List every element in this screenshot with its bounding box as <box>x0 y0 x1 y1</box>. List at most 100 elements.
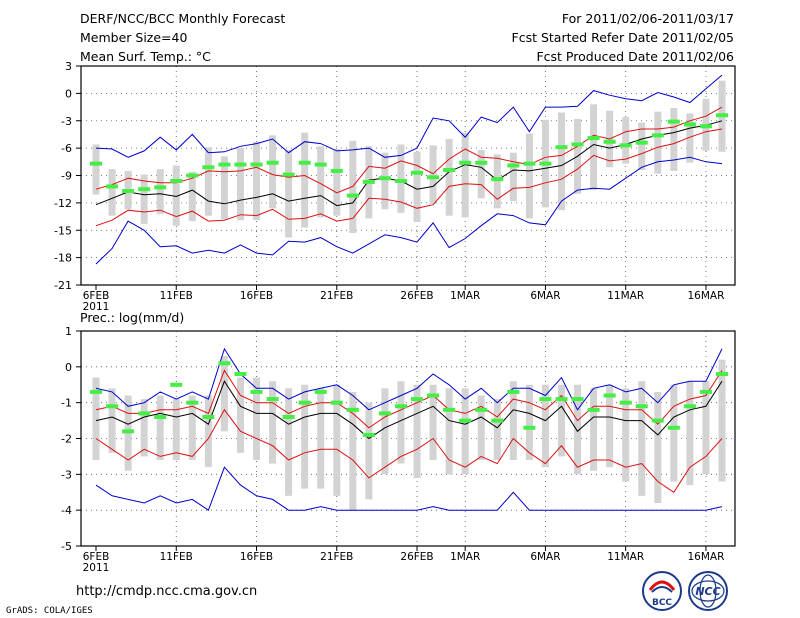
observation-marker <box>378 411 391 416</box>
spread-box <box>413 384 421 478</box>
spread-box <box>333 384 341 496</box>
spread-box <box>718 359 726 482</box>
observation-marker <box>394 178 407 183</box>
observation-marker <box>138 187 151 192</box>
observation-marker <box>443 168 456 173</box>
spread-box <box>140 399 148 457</box>
observation-marker <box>202 165 215 170</box>
spread-box <box>622 388 630 482</box>
x-tick-label: 16MAR <box>687 551 724 563</box>
spread-box <box>429 145 437 204</box>
x-tick-label: 21FEB <box>320 551 353 563</box>
observation-marker <box>250 389 263 394</box>
ensemble-mean-line <box>95 380 723 440</box>
y-tick-label: -18 <box>54 252 72 265</box>
observation-marker <box>378 176 391 181</box>
observation-marker <box>362 179 375 184</box>
observation-marker <box>699 124 712 129</box>
observation-marker <box>443 407 456 412</box>
spread-box <box>381 152 389 210</box>
observation-marker <box>346 193 359 198</box>
spread-box <box>638 381 646 496</box>
observation-marker <box>539 161 552 166</box>
spread-box <box>397 381 405 464</box>
spread-box <box>525 384 533 460</box>
x-tick-label: 11FEB <box>160 290 193 302</box>
observation-marker <box>475 407 488 412</box>
y-tick-label: -4 <box>61 504 72 517</box>
spread-box <box>622 117 630 164</box>
spread-box <box>236 148 244 221</box>
observation-marker <box>507 163 520 168</box>
observation-marker <box>106 184 119 189</box>
observation-marker <box>202 415 215 419</box>
observation-marker <box>170 382 183 387</box>
spread-box <box>493 399 501 460</box>
spread-box <box>253 141 261 221</box>
observation-marker <box>154 185 167 190</box>
x-tick-label: 2011 <box>83 562 110 574</box>
observation-marker <box>555 145 568 150</box>
observation-marker <box>411 170 424 175</box>
spread-box <box>557 384 565 457</box>
y-tick-label: -6 <box>61 142 72 155</box>
observation-marker <box>651 133 664 138</box>
observation-marker <box>716 372 728 376</box>
ensemble-mean-line <box>95 120 723 207</box>
upper-spread-line <box>95 369 723 429</box>
spread-box <box>590 104 598 191</box>
observation-marker <box>475 160 488 165</box>
spread-box <box>413 151 421 223</box>
observation-marker <box>218 162 231 167</box>
observation-marker <box>266 160 279 165</box>
observation-marker <box>122 189 135 194</box>
spread-box <box>172 399 180 460</box>
y-tick-label: -5 <box>61 540 72 553</box>
observation-marker <box>539 397 552 402</box>
x-tick-label: 26FEB <box>400 290 433 302</box>
observation-marker <box>362 432 375 437</box>
spread-box <box>269 381 277 464</box>
observation-marker <box>138 411 151 416</box>
observation-marker <box>587 407 600 412</box>
ncc-logo-text: NCC <box>695 585 720 598</box>
observation-marker <box>411 397 424 402</box>
observation-marker <box>234 372 247 376</box>
observation-marker <box>459 160 472 165</box>
spread-box <box>269 135 277 209</box>
spread-box <box>365 402 373 500</box>
spread-box <box>253 377 261 460</box>
x-tick-label: 16FEB <box>240 551 273 563</box>
y-tick-label: 0 <box>65 361 72 374</box>
x-tick-label: 6FEB <box>83 551 110 563</box>
spread-box <box>285 149 293 238</box>
x-tick-label: 11FEB <box>160 551 193 563</box>
observation-marker <box>651 418 664 423</box>
observation-marker <box>459 418 472 423</box>
spread-box <box>156 169 164 214</box>
plot-frame <box>80 330 736 547</box>
observation-marker <box>234 162 247 167</box>
spread-box <box>204 395 212 468</box>
y-tick-label: -21 <box>54 279 72 292</box>
observation-marker <box>427 175 440 180</box>
footer-url[interactable]: http://cmdp.ncc.cma.gov.cn <box>76 584 258 599</box>
observation-marker <box>330 168 343 173</box>
spread-box <box>461 132 469 218</box>
observation-marker <box>122 429 135 434</box>
x-tick-label: 26FEB <box>400 551 433 563</box>
observation-marker <box>571 397 584 402</box>
spread-box <box>301 384 309 489</box>
observation-marker <box>106 404 119 409</box>
observation-marker <box>555 397 568 402</box>
spread-box <box>590 388 598 471</box>
spread-box <box>188 395 196 460</box>
observation-marker <box>619 143 632 148</box>
x-tick-label: 6MAR <box>530 551 560 563</box>
spread-box <box>108 388 116 453</box>
spread-box <box>381 388 389 475</box>
temp-variable-label: Mean Surf. Temp.: °C <box>80 49 211 64</box>
spread-box <box>333 149 341 216</box>
observation-marker <box>603 139 616 144</box>
